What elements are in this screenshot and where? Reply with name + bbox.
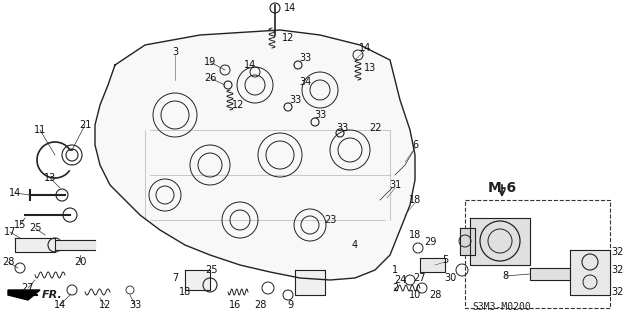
Polygon shape xyxy=(185,270,210,290)
Text: 33: 33 xyxy=(129,300,141,310)
Text: 28: 28 xyxy=(2,257,14,267)
Text: 5: 5 xyxy=(442,255,448,265)
Text: 24: 24 xyxy=(394,275,406,285)
Text: 27: 27 xyxy=(413,273,426,283)
Text: 19: 19 xyxy=(204,57,216,67)
Text: 3: 3 xyxy=(172,47,178,57)
Text: 14: 14 xyxy=(359,43,371,53)
Text: 4: 4 xyxy=(352,240,358,250)
Text: 1: 1 xyxy=(392,265,398,275)
Text: M-6: M-6 xyxy=(488,181,516,195)
Text: 33: 33 xyxy=(299,53,311,63)
Text: 13: 13 xyxy=(44,173,56,183)
Polygon shape xyxy=(570,250,610,295)
Text: 14: 14 xyxy=(9,188,21,198)
Text: 7: 7 xyxy=(172,273,178,283)
Bar xyxy=(465,200,610,308)
Polygon shape xyxy=(470,218,530,265)
Polygon shape xyxy=(295,270,325,295)
Polygon shape xyxy=(8,290,40,300)
Text: 8: 8 xyxy=(502,271,508,281)
Text: 13: 13 xyxy=(364,63,376,73)
Polygon shape xyxy=(460,228,475,255)
Text: S3M3-M0200: S3M3-M0200 xyxy=(472,302,531,312)
Text: 25: 25 xyxy=(205,265,218,275)
Text: 14: 14 xyxy=(244,60,256,70)
Text: 20: 20 xyxy=(74,257,86,267)
Text: 29: 29 xyxy=(424,237,436,247)
Text: 33: 33 xyxy=(314,110,326,120)
Polygon shape xyxy=(530,268,570,280)
Text: 9: 9 xyxy=(287,300,293,310)
Text: 10: 10 xyxy=(409,290,421,300)
Text: 34: 34 xyxy=(299,77,311,87)
Text: 12: 12 xyxy=(232,100,244,110)
Text: 22: 22 xyxy=(369,123,381,133)
Text: 30: 30 xyxy=(444,273,456,283)
Text: 12: 12 xyxy=(282,33,294,43)
Text: 32: 32 xyxy=(612,265,624,275)
Text: 18: 18 xyxy=(409,195,421,205)
Text: 6: 6 xyxy=(412,140,418,150)
Text: 18: 18 xyxy=(409,230,421,240)
Text: 31: 31 xyxy=(389,180,401,190)
Polygon shape xyxy=(95,30,415,280)
Text: 16: 16 xyxy=(229,300,241,310)
Text: 33: 33 xyxy=(289,95,301,105)
Text: 17: 17 xyxy=(4,227,16,237)
Text: FR.: FR. xyxy=(42,290,63,300)
Text: 18: 18 xyxy=(179,287,191,297)
Polygon shape xyxy=(420,258,445,272)
Text: 12: 12 xyxy=(99,300,111,310)
Text: 15: 15 xyxy=(14,220,26,230)
Text: 2: 2 xyxy=(392,283,398,293)
Text: 25: 25 xyxy=(29,223,41,233)
Text: 23: 23 xyxy=(324,215,336,225)
Polygon shape xyxy=(55,240,95,250)
Text: 14: 14 xyxy=(284,3,296,13)
Text: 28: 28 xyxy=(429,290,441,300)
Text: 28: 28 xyxy=(254,300,266,310)
Text: 11: 11 xyxy=(34,125,46,135)
Text: 32: 32 xyxy=(612,287,624,297)
Text: 21: 21 xyxy=(79,120,91,130)
Text: 14: 14 xyxy=(54,300,66,310)
Polygon shape xyxy=(15,238,55,252)
Text: 26: 26 xyxy=(204,73,216,83)
Text: 33: 33 xyxy=(336,123,348,133)
Text: 32: 32 xyxy=(612,247,624,257)
Text: 27: 27 xyxy=(22,283,35,293)
